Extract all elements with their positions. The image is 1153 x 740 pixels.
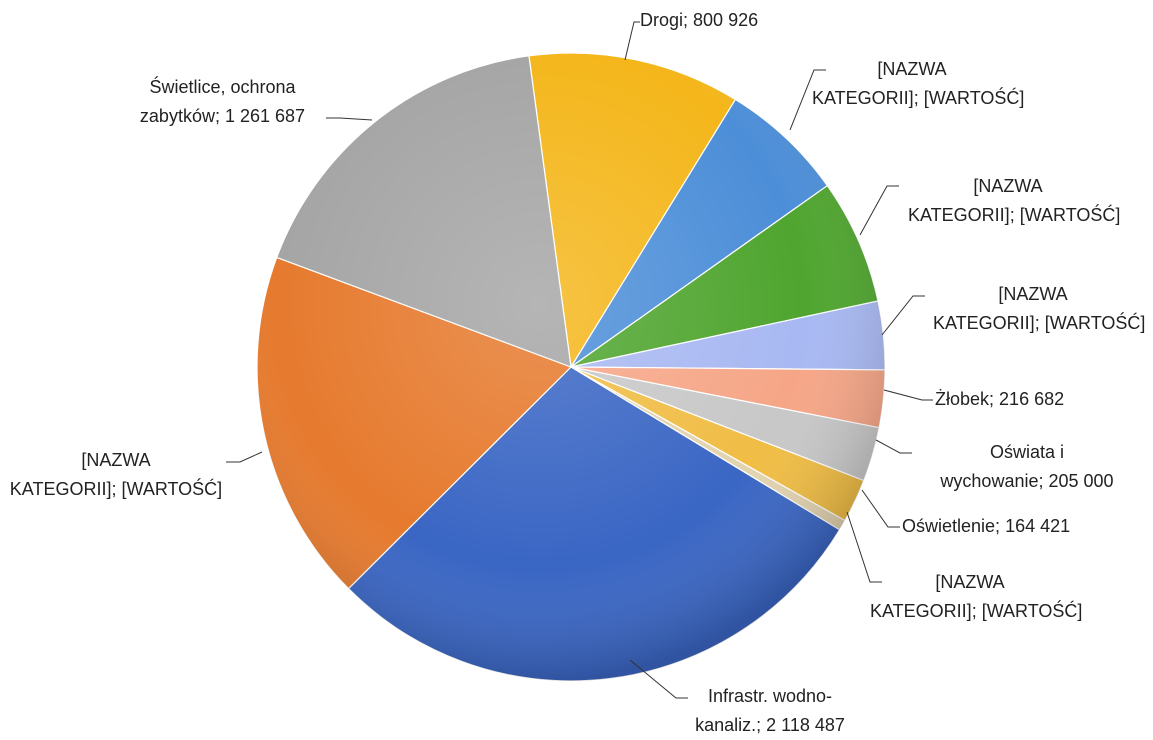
- label-category: Drogi: [640, 10, 684, 30]
- data-label: Infrastr. wodno-kanaliz.; 2 118 487: [680, 682, 860, 740]
- leader-line: [883, 389, 933, 401]
- label-separator: ;: [1038, 471, 1049, 491]
- label-category: Oświata i wychowanie: [940, 442, 1065, 491]
- leader-line: [624, 21, 640, 61]
- label-separator: ;: [683, 10, 694, 30]
- label-separator: ;: [913, 88, 924, 108]
- label-value: 800 926: [693, 10, 759, 30]
- label-separator: ;: [1034, 313, 1045, 333]
- label-value: 1 261 687: [224, 106, 306, 126]
- label-category: [NAZWA KATEGORII]: [9, 450, 151, 499]
- label-category: Świetlice, ochrona zabytków: [139, 77, 296, 126]
- label-separator: ;: [111, 479, 122, 499]
- data-label: [NAZWA KATEGORII]; [WARTOŚĆ]: [870, 568, 1082, 626]
- leader-line: [789, 69, 826, 131]
- label-value: 205 000: [1048, 471, 1114, 491]
- label-category: [NAZWA KATEGORII]: [908, 176, 1043, 225]
- data-label: [NAZWA KATEGORII]; [WARTOŚĆ]: [0, 446, 232, 504]
- label-separator: ;: [989, 389, 1000, 409]
- leader-line: [629, 659, 688, 699]
- leader-line: [226, 451, 263, 463]
- label-value: [WARTOŚĆ]: [981, 601, 1083, 621]
- label-category: Żłobek: [935, 389, 990, 409]
- leader-line: [846, 511, 882, 583]
- data-label: [NAZWA KATEGORII]; [WARTOŚĆ]: [812, 55, 1024, 113]
- data-label: Oświetlenie; 164 421: [902, 512, 1102, 541]
- label-separator: ;: [214, 106, 225, 126]
- label-separator: ;: [995, 516, 1006, 536]
- label-category: [NAZWA KATEGORII]: [812, 59, 947, 108]
- label-category: [NAZWA KATEGORII]: [933, 284, 1068, 333]
- data-label: Drogi; 800 926: [640, 6, 810, 35]
- leader-line: [861, 489, 900, 528]
- label-category: Oświetlenie: [902, 516, 996, 536]
- label-value: 2 118 487: [766, 715, 845, 735]
- label-value: [WARTOŚĆ]: [121, 479, 223, 499]
- label-value: 164 421: [1005, 516, 1071, 536]
- label-category: Infrastr. wodno-kanaliz.: [695, 686, 833, 735]
- data-label: Oświata i wychowanie; 205 000: [907, 438, 1147, 496]
- data-label: Świetlice, ochrona zabytków; 1 261 687: [115, 73, 330, 131]
- label-value: 216 682: [999, 389, 1065, 409]
- data-label: Żłobek; 216 682: [935, 385, 1135, 414]
- leader-line: [881, 295, 925, 336]
- data-label: [NAZWA KATEGORII]; [WARTOŚĆ]: [933, 280, 1145, 338]
- label-separator: ;: [756, 715, 767, 735]
- label-value: [WARTOŚĆ]: [1044, 313, 1146, 333]
- leader-line: [326, 117, 373, 121]
- label-value: [WARTOŚĆ]: [923, 88, 1025, 108]
- label-separator: ;: [971, 601, 982, 621]
- label-separator: ;: [1009, 205, 1020, 225]
- label-value: [WARTOŚĆ]: [1019, 205, 1121, 225]
- label-category: [NAZWA KATEGORII]: [870, 572, 1005, 621]
- leader-line: [875, 439, 912, 454]
- leader-line: [859, 185, 899, 236]
- data-label: [NAZWA KATEGORII]; [WARTOŚĆ]: [908, 172, 1120, 230]
